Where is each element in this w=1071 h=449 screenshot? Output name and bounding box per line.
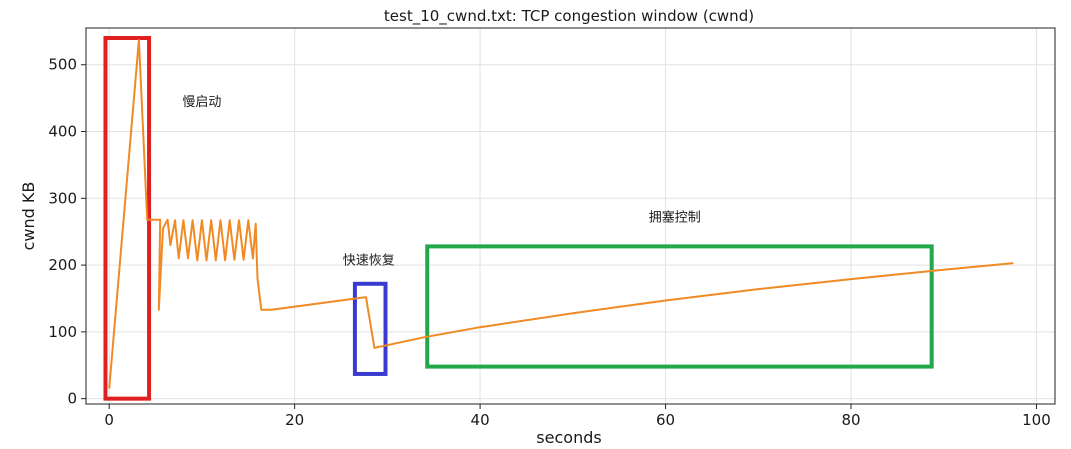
grid	[86, 28, 1055, 404]
annotation-box	[425, 244, 934, 369]
x-tick-label: 20	[285, 411, 304, 429]
x-tick-label: 0	[104, 411, 114, 429]
y-tick-label: 300	[48, 189, 77, 207]
annotation-label: 拥塞控制	[649, 210, 701, 226]
y-tick-label: 0	[67, 390, 77, 408]
y-tick-label: 200	[48, 256, 77, 274]
x-axis-label: seconds	[536, 428, 601, 447]
x-tick-label: 60	[656, 411, 675, 429]
plot-frame	[85, 27, 1056, 405]
y-tick-label: 100	[48, 323, 77, 341]
y-tick-label: 400	[48, 123, 77, 141]
x-tick-label: 80	[841, 411, 860, 429]
axis-ticks: 0 20 40 60 80 100 0 100 200 300 400 500	[48, 56, 1050, 429]
annotation-box	[352, 281, 388, 376]
x-tick-label: 100	[1022, 411, 1051, 429]
annotation-label: 快速恢复	[343, 253, 395, 268]
cwnd-line	[108, 39, 1014, 389]
x-tick-label: 40	[471, 411, 490, 429]
y-tick-label: 500	[48, 56, 77, 74]
y-axis-label: cwnd KB	[19, 182, 38, 251]
annotation-label: 慢启动	[182, 94, 221, 110]
annotation-boxes	[103, 36, 934, 401]
annotation-box	[103, 36, 152, 401]
chart-title: test_10_cwnd.txt: TCP congestion window …	[384, 7, 754, 26]
series-layer	[108, 39, 1014, 389]
